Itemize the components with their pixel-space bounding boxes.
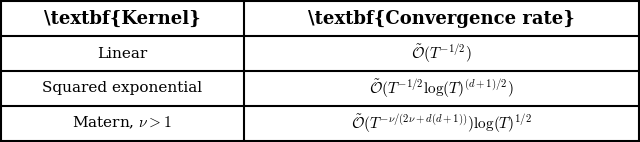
Text: $\tilde{\mathcal{O}}(T^{-\nu/(2\nu+d(d+1))})\log(T)^{1/2}$: $\tilde{\mathcal{O}}(T^{-\nu/(2\nu+d(d+1…: [351, 112, 532, 135]
Text: \textbf{Convergence rate}: \textbf{Convergence rate}: [308, 10, 575, 28]
Text: $\tilde{\mathcal{O}}(T^{-1/2})$: $\tilde{\mathcal{O}}(T^{-1/2})$: [411, 42, 472, 65]
Text: $\tilde{\mathcal{O}}(T^{-1/2}\log(T)^{(d+1)/2})$: $\tilde{\mathcal{O}}(T^{-1/2}\log(T)^{(d…: [369, 77, 513, 100]
Text: \textbf{Kernel}: \textbf{Kernel}: [44, 10, 201, 28]
Text: Matern, $\nu > 1$: Matern, $\nu > 1$: [72, 115, 172, 131]
Text: Linear: Linear: [97, 47, 148, 61]
Text: Squared exponential: Squared exponential: [42, 81, 202, 95]
